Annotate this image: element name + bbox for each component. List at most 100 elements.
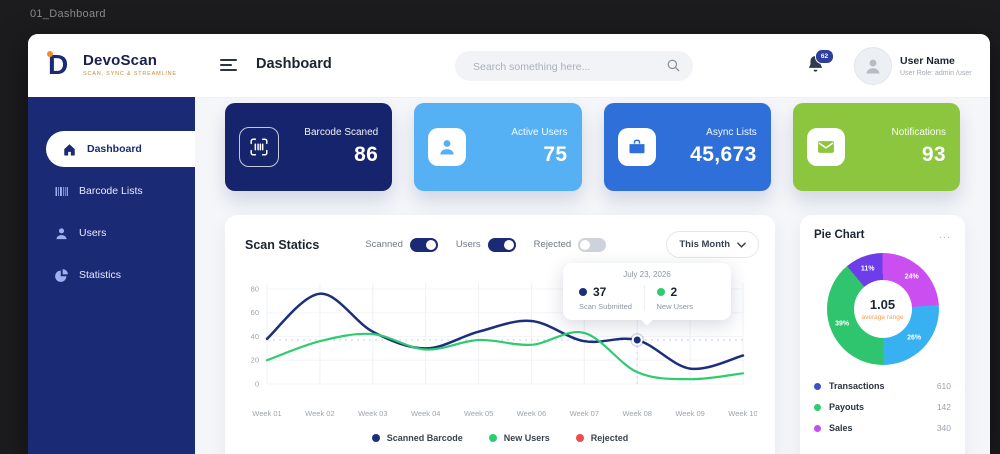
svg-text:Week 10: Week 10 [728, 409, 757, 418]
series-dot [656, 288, 665, 296]
period-label: This Month [679, 239, 730, 250]
avatar[interactable] [854, 47, 892, 85]
stat-cards: Barcode Scaned 86 Active Users 75 Async … [225, 103, 960, 191]
user-icon [428, 128, 467, 166]
legend-value: 610 [936, 381, 951, 391]
series-toggles: Scanned Users Rejected [365, 237, 607, 252]
period-select[interactable]: This Month [666, 231, 759, 258]
chevron-down-icon [737, 241, 746, 248]
pie-legend: Transactions 610 Payouts 142 Sales 340 [814, 381, 951, 433]
legend-row: Transactions 610 [814, 381, 951, 391]
svg-text:80: 80 [251, 284, 259, 293]
window-title: 01_Dashboard [30, 8, 106, 20]
stat-card: Barcode Scaned 86 [225, 103, 393, 191]
legend-label: New Users [503, 433, 550, 443]
home-icon [62, 142, 77, 157]
briefcase-icon [617, 128, 656, 166]
search-bar [455, 51, 693, 83]
barcode-icon [54, 184, 69, 199]
toggle-label: Users [455, 239, 481, 250]
search-input[interactable] [471, 51, 660, 83]
legend-dot [371, 434, 380, 442]
brand-name: DevoScan [83, 52, 158, 69]
legend-row: Sales 340 [814, 423, 951, 433]
brand-logo[interactable]: D DevoScan SCAN, SYNC & STREAMLINE [47, 48, 177, 82]
scan-icon [239, 127, 279, 167]
sidebar: Dashboard Barcode Lists Users Statistics [28, 97, 195, 454]
line-chart: 0 20 40 60 80 Week 01 Week 02 Week 03 Week 04 Wee… [251, 283, 757, 418]
toggle[interactable] [409, 237, 438, 252]
donut-segment-label: 26% [907, 334, 922, 342]
stat-value: 86 [354, 143, 379, 166]
legend-value: 340 [936, 423, 951, 433]
svg-text:Week 04: Week 04 [411, 409, 440, 418]
sidebar-item-users[interactable]: Users [28, 215, 195, 251]
tooltip-caption: New Users [656, 302, 694, 311]
stat-value: 75 [543, 143, 568, 166]
sidebar-item-label: Statistics [79, 269, 122, 281]
avatar-person-icon [866, 59, 880, 74]
dots-menu-icon[interactable]: ... [938, 229, 951, 241]
user-name: User Name [900, 55, 955, 67]
svg-text:Week 05: Week 05 [464, 409, 493, 418]
app-window: D DevoScan SCAN, SYNC & STREAMLINE Dashb… [28, 34, 990, 454]
toggle[interactable] [578, 237, 607, 252]
stat-card: Async Lists 45,673 [603, 103, 771, 191]
stat-label: Notifications [891, 127, 946, 138]
pie-title: Pie Chart [814, 229, 865, 241]
user-icon [54, 226, 69, 241]
legend-dot [575, 434, 584, 442]
logo-icon: D [47, 48, 80, 82]
sidebar-item-label: Users [79, 227, 107, 239]
user-role: User Role: admin /user [900, 70, 972, 77]
toggle-label: Rejected [533, 239, 572, 250]
svg-text:Week 07: Week 07 [570, 409, 599, 418]
donut-center-label: average range [861, 314, 904, 321]
chart-tooltip: July 23, 2026 37 Scan Submitted 2 New Us… [563, 263, 731, 320]
stat-label: Async Lists [706, 127, 757, 138]
mail-icon [806, 128, 845, 166]
legend-dot [814, 382, 821, 390]
sidebar-item-statistics[interactable]: Statistics [28, 257, 195, 293]
legend-label: Transactions [829, 381, 885, 391]
tooltip-caption: Scan Submitted [579, 302, 632, 311]
tooltip-value: 2 [670, 285, 678, 299]
pie-chart-card: Pie Chart ... 1.05 average range 11% 24% 2… [800, 215, 965, 454]
stat-value: 93 [921, 143, 946, 166]
svg-text:Week 02: Week 02 [305, 409, 334, 418]
svg-text:40: 40 [251, 332, 259, 341]
chart-legend: Scanned Barcode New Users Rejected [225, 433, 775, 443]
legend-row: Payouts 142 [814, 402, 951, 412]
donut-segment-label: 39% [835, 320, 850, 328]
legend-dot [814, 403, 821, 411]
series-dot [579, 288, 587, 296]
sidebar-item-dashboard[interactable]: Dashboard [46, 131, 195, 167]
svg-text:20: 20 [251, 356, 259, 365]
donut-segment-label: 11% [860, 265, 875, 273]
sidebar-item-label: Dashboard [87, 143, 142, 155]
stat-label: Barcode Scaned [304, 127, 379, 138]
menu-icon[interactable] [220, 59, 237, 74]
donut-chart: 1.05 average range 11% 24% 26% 39% [826, 253, 939, 365]
legend-dot [488, 434, 497, 442]
legend-dot [814, 424, 821, 432]
legend-label: Rejected [590, 433, 629, 443]
svg-text:Week 09: Week 09 [675, 409, 704, 418]
tooltip-date: July 23, 2026 [623, 270, 671, 279]
stat-card: Notifications 93 [792, 103, 960, 191]
sidebar-item-label: Barcode Lists [79, 185, 143, 197]
toggle[interactable] [487, 237, 516, 252]
notification-badge: 62 [815, 49, 834, 64]
donut-center-value: 1.05 [869, 297, 896, 312]
toggle-label: Scanned [365, 239, 403, 250]
legend-label: Sales [829, 423, 853, 433]
svg-text:Week 03: Week 03 [358, 409, 387, 418]
brand-tagline: SCAN, SYNC & STREAMLINE [83, 71, 177, 77]
legend-label: Scanned Barcode [386, 433, 463, 443]
sidebar-item-barcode-lists[interactable]: Barcode Lists [28, 173, 195, 209]
tooltip-value: 37 [593, 285, 607, 299]
stat-card: Active Users 75 [414, 103, 582, 191]
bell-icon[interactable]: 62 [806, 49, 834, 78]
user-menu[interactable]: User Name User Role: admin /user [900, 55, 972, 77]
legend-label: Payouts [829, 402, 865, 412]
